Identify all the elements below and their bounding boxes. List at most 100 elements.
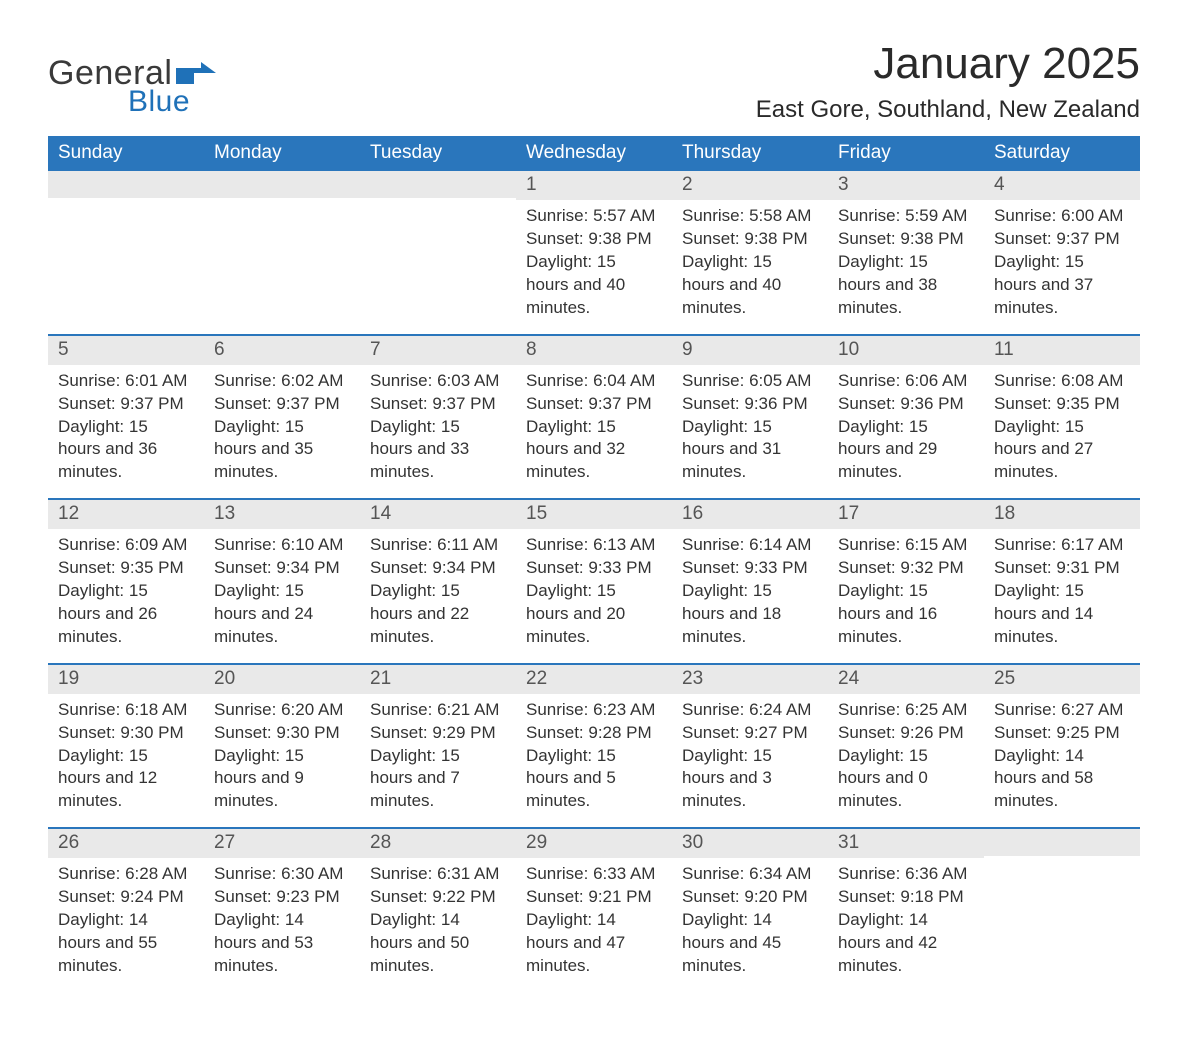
calendar-week-row: 5Sunrise: 6:01 AMSunset: 9:37 PMDaylight…	[48, 334, 1140, 498]
sunset-text: Sunset: 9:37 PM	[370, 393, 506, 416]
day-number: 29	[516, 829, 672, 858]
sunset-text: Sunset: 9:28 PM	[526, 722, 662, 745]
calendar-day-cell: 12Sunrise: 6:09 AMSunset: 9:35 PMDayligh…	[48, 500, 204, 662]
day-number: 16	[672, 500, 828, 529]
sunset-text: Sunset: 9:27 PM	[682, 722, 818, 745]
calendar-day-cell: 16Sunrise: 6:14 AMSunset: 9:33 PMDayligh…	[672, 500, 828, 662]
calendar-day-cell: 1Sunrise: 5:57 AMSunset: 9:38 PMDaylight…	[516, 171, 672, 333]
day-info: Sunrise: 6:11 AMSunset: 9:34 PMDaylight:…	[360, 529, 516, 649]
day-number: 5	[48, 336, 204, 365]
calendar-day-cell: 4Sunrise: 6:00 AMSunset: 9:37 PMDaylight…	[984, 171, 1140, 333]
daylight-text: Daylight: 15 hours and 40 minutes.	[526, 251, 662, 320]
sunrise-text: Sunrise: 5:58 AM	[682, 205, 818, 228]
calendar-day-cell: 30Sunrise: 6:34 AMSunset: 9:20 PMDayligh…	[672, 829, 828, 991]
sunset-text: Sunset: 9:18 PM	[838, 886, 974, 909]
day-info: Sunrise: 6:13 AMSunset: 9:33 PMDaylight:…	[516, 529, 672, 649]
day-info: Sunrise: 6:01 AMSunset: 9:37 PMDaylight:…	[48, 365, 204, 485]
daylight-text: Daylight: 15 hours and 18 minutes.	[682, 580, 818, 649]
day-info: Sunrise: 6:15 AMSunset: 9:32 PMDaylight:…	[828, 529, 984, 649]
sunset-text: Sunset: 9:37 PM	[526, 393, 662, 416]
calendar-day-cell: 8Sunrise: 6:04 AMSunset: 9:37 PMDaylight…	[516, 336, 672, 498]
day-number: 11	[984, 336, 1140, 365]
day-number: 14	[360, 500, 516, 529]
daylight-text: Daylight: 15 hours and 7 minutes.	[370, 745, 506, 814]
calendar-day-cell: 20Sunrise: 6:20 AMSunset: 9:30 PMDayligh…	[204, 665, 360, 827]
sunrise-text: Sunrise: 6:20 AM	[214, 699, 350, 722]
day-info: Sunrise: 6:14 AMSunset: 9:33 PMDaylight:…	[672, 529, 828, 649]
daylight-text: Daylight: 15 hours and 37 minutes.	[994, 251, 1130, 320]
sunrise-text: Sunrise: 6:25 AM	[838, 699, 974, 722]
daylight-text: Daylight: 15 hours and 20 minutes.	[526, 580, 662, 649]
sunrise-text: Sunrise: 6:10 AM	[214, 534, 350, 557]
sunrise-text: Sunrise: 6:33 AM	[526, 863, 662, 886]
sunrise-text: Sunrise: 6:17 AM	[994, 534, 1130, 557]
calendar-day-cell: 22Sunrise: 6:23 AMSunset: 9:28 PMDayligh…	[516, 665, 672, 827]
calendar-day-cell: 5Sunrise: 6:01 AMSunset: 9:37 PMDaylight…	[48, 336, 204, 498]
calendar-grid: Sunday Monday Tuesday Wednesday Thursday…	[48, 136, 1140, 991]
daylight-text: Daylight: 14 hours and 58 minutes.	[994, 745, 1130, 814]
day-number: 28	[360, 829, 516, 858]
weekday-header: Thursday	[672, 136, 828, 171]
weekday-header: Monday	[204, 136, 360, 171]
sunset-text: Sunset: 9:34 PM	[214, 557, 350, 580]
sunrise-text: Sunrise: 6:27 AM	[994, 699, 1130, 722]
sunrise-text: Sunrise: 6:09 AM	[58, 534, 194, 557]
calendar-day-cell: 21Sunrise: 6:21 AMSunset: 9:29 PMDayligh…	[360, 665, 516, 827]
sunset-text: Sunset: 9:20 PM	[682, 886, 818, 909]
day-info: Sunrise: 6:10 AMSunset: 9:34 PMDaylight:…	[204, 529, 360, 649]
page-title: January 2025	[756, 40, 1140, 88]
daylight-text: Daylight: 15 hours and 9 minutes.	[214, 745, 350, 814]
sunset-text: Sunset: 9:37 PM	[214, 393, 350, 416]
day-info: Sunrise: 6:21 AMSunset: 9:29 PMDaylight:…	[360, 694, 516, 814]
daylight-text: Daylight: 15 hours and 0 minutes.	[838, 745, 974, 814]
sunrise-text: Sunrise: 6:23 AM	[526, 699, 662, 722]
day-number: 10	[828, 336, 984, 365]
calendar-day-cell: 23Sunrise: 6:24 AMSunset: 9:27 PMDayligh…	[672, 665, 828, 827]
calendar-day-cell: 11Sunrise: 6:08 AMSunset: 9:35 PMDayligh…	[984, 336, 1140, 498]
calendar-day-cell: 28Sunrise: 6:31 AMSunset: 9:22 PMDayligh…	[360, 829, 516, 991]
sunrise-text: Sunrise: 6:28 AM	[58, 863, 194, 886]
weekday-header: Sunday	[48, 136, 204, 171]
sunset-text: Sunset: 9:32 PM	[838, 557, 974, 580]
day-number: 9	[672, 336, 828, 365]
day-number: 24	[828, 665, 984, 694]
day-number: 8	[516, 336, 672, 365]
day-number: 6	[204, 336, 360, 365]
sunrise-text: Sunrise: 6:05 AM	[682, 370, 818, 393]
day-number: 13	[204, 500, 360, 529]
sunset-text: Sunset: 9:33 PM	[682, 557, 818, 580]
daylight-text: Daylight: 14 hours and 45 minutes.	[682, 909, 818, 978]
sunset-text: Sunset: 9:36 PM	[838, 393, 974, 416]
page-header: General Blue January 2025 East Gore, Sou…	[48, 40, 1140, 124]
sunset-text: Sunset: 9:36 PM	[682, 393, 818, 416]
weekday-header: Wednesday	[516, 136, 672, 171]
calendar-day-cell: 3Sunrise: 5:59 AMSunset: 9:38 PMDaylight…	[828, 171, 984, 333]
daylight-text: Daylight: 15 hours and 40 minutes.	[682, 251, 818, 320]
location-subtitle: East Gore, Southland, New Zealand	[756, 96, 1140, 124]
day-info: Sunrise: 6:09 AMSunset: 9:35 PMDaylight:…	[48, 529, 204, 649]
sunset-text: Sunset: 9:37 PM	[994, 228, 1130, 251]
calendar-day-cell: 19Sunrise: 6:18 AMSunset: 9:30 PMDayligh…	[48, 665, 204, 827]
sunrise-text: Sunrise: 6:14 AM	[682, 534, 818, 557]
sunrise-text: Sunrise: 6:24 AM	[682, 699, 818, 722]
day-info: Sunrise: 6:17 AMSunset: 9:31 PMDaylight:…	[984, 529, 1140, 649]
daylight-text: Daylight: 15 hours and 14 minutes.	[994, 580, 1130, 649]
sunset-text: Sunset: 9:29 PM	[370, 722, 506, 745]
day-number: 18	[984, 500, 1140, 529]
day-number: 21	[360, 665, 516, 694]
sunset-text: Sunset: 9:25 PM	[994, 722, 1130, 745]
daylight-text: Daylight: 15 hours and 12 minutes.	[58, 745, 194, 814]
day-info: Sunrise: 6:06 AMSunset: 9:36 PMDaylight:…	[828, 365, 984, 485]
calendar-day-cell: 31Sunrise: 6:36 AMSunset: 9:18 PMDayligh…	[828, 829, 984, 991]
day-number: 2	[672, 171, 828, 200]
calendar-week-row: 1Sunrise: 5:57 AMSunset: 9:38 PMDaylight…	[48, 171, 1140, 333]
day-info: Sunrise: 5:59 AMSunset: 9:38 PMDaylight:…	[828, 200, 984, 320]
sunrise-text: Sunrise: 6:30 AM	[214, 863, 350, 886]
calendar-week-row: 19Sunrise: 6:18 AMSunset: 9:30 PMDayligh…	[48, 663, 1140, 827]
day-info: Sunrise: 6:23 AMSunset: 9:28 PMDaylight:…	[516, 694, 672, 814]
sunrise-text: Sunrise: 6:01 AM	[58, 370, 194, 393]
sunset-text: Sunset: 9:26 PM	[838, 722, 974, 745]
daylight-text: Daylight: 15 hours and 27 minutes.	[994, 416, 1130, 485]
day-info: Sunrise: 5:57 AMSunset: 9:38 PMDaylight:…	[516, 200, 672, 320]
sunrise-text: Sunrise: 6:00 AM	[994, 205, 1130, 228]
